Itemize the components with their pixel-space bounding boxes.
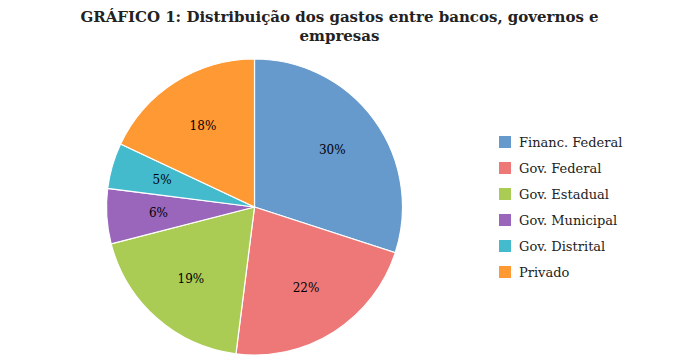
legend-swatch [499,240,511,252]
data-label: 30% [319,143,346,157]
pie-slice [236,207,395,355]
legend-swatch [499,266,511,278]
data-label: 19% [178,272,205,286]
data-label: 22% [293,281,320,295]
data-labels: 30% 22% 19% 6% 5% 18% [149,119,346,295]
legend-label: Gov. Distrital [519,239,605,254]
background [0,0,679,363]
title-line: empresas [300,27,380,45]
legend: Financ. Federal Gov. Federal Gov. Estadual… [499,135,622,280]
data-label: 5% [153,173,172,187]
title: GRÁFICO 1: Distribuição dos gastos entre… [80,8,598,45]
pie-slice [121,59,255,207]
data-label: 6% [149,206,168,220]
legend-label: Privado [519,265,570,280]
legend-swatch [499,214,511,226]
legend-label: Gov. Municipal [519,213,617,228]
data-label: 18% [190,119,217,133]
legend-swatch [499,162,511,174]
pie [107,59,403,355]
title-line: GRÁFICO 1: Distribuição dos gastos entre… [80,8,598,26]
legend-label: Gov. Federal [519,161,601,176]
legend-swatch [499,188,511,200]
legend-label: Gov. Estadual [519,187,609,202]
chart: GRÁFICO 1: Distribuição dos gastos entre… [0,0,679,363]
legend-label: Financ. Federal [519,135,622,150]
legend-swatch [499,136,511,148]
chart-container: GRÁFICO 1: Distribuição dos gastos entre… [0,0,679,363]
